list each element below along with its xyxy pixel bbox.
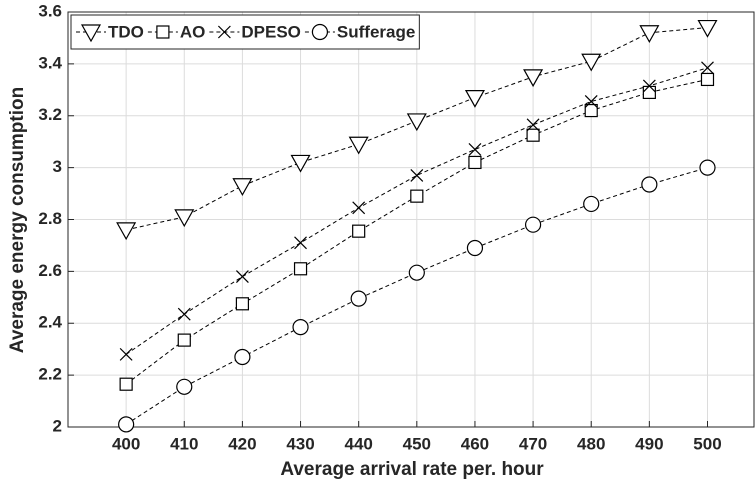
- marker: [177, 333, 191, 347]
- marker: [217, 25, 231, 39]
- series-line: [125, 167, 708, 425]
- legend-label: DPESO: [241, 22, 301, 41]
- marker: [293, 262, 308, 276]
- marker: [235, 270, 249, 283]
- marker: [311, 23, 329, 41]
- x-tick-label: 460: [461, 434, 489, 453]
- marker: [234, 348, 251, 366]
- marker: [348, 136, 369, 155]
- y-tick-label: 3.6: [38, 1, 62, 20]
- marker: [176, 378, 193, 395]
- marker: [468, 143, 482, 156]
- legend-label: AO: [180, 22, 206, 41]
- marker: [699, 159, 716, 176]
- x-tick-label: 450: [403, 434, 431, 453]
- marker: [466, 239, 484, 257]
- marker: [292, 319, 309, 336]
- marker: [408, 264, 425, 281]
- marker: [583, 195, 600, 213]
- marker: [524, 216, 542, 233]
- marker: [232, 178, 253, 197]
- y-tick-label: 2.6: [38, 261, 62, 280]
- x-tick-label: 480: [577, 434, 605, 453]
- y-tick-label: 2.2: [38, 365, 62, 384]
- x-tick-label: 430: [286, 434, 314, 453]
- legend-box: [70, 14, 420, 50]
- y-axis-label: Average energy consumption: [7, 87, 28, 353]
- marker: [642, 79, 656, 93]
- y-tick-label: 3.4: [38, 53, 62, 72]
- marker: [526, 128, 540, 142]
- marker: [119, 347, 133, 361]
- marker: [523, 69, 544, 88]
- y-tick-label: 3.2: [38, 105, 62, 124]
- marker: [584, 95, 598, 108]
- marker: [235, 297, 250, 311]
- marker: [156, 25, 170, 39]
- marker: [641, 176, 658, 193]
- marker: [294, 236, 307, 250]
- marker: [700, 72, 715, 87]
- plot-frame: [67, 11, 755, 428]
- x-tick-label: 400: [112, 434, 140, 453]
- marker: [80, 24, 102, 43]
- marker: [639, 25, 660, 43]
- marker: [352, 201, 366, 215]
- marker: [406, 113, 427, 132]
- marker: [174, 209, 195, 228]
- marker: [290, 154, 311, 173]
- marker: [352, 224, 366, 238]
- legend: TDO AO DPESO Sufferage: [70, 14, 420, 50]
- x-tick-label: 470: [519, 434, 547, 453]
- y-tick-label: 2.8: [38, 209, 62, 228]
- y-tick-label: 3: [53, 157, 62, 176]
- marker: [468, 155, 482, 170]
- x-tick-label: 410: [170, 434, 198, 453]
- marker: [701, 61, 714, 75]
- marker: [581, 53, 602, 72]
- marker: [697, 19, 718, 38]
- y-tick-label: 2: [53, 416, 62, 435]
- x-tick-label: 490: [635, 434, 663, 453]
- marker: [584, 103, 598, 118]
- marker: [526, 118, 540, 132]
- marker: [410, 189, 424, 203]
- marker: [116, 222, 137, 241]
- marker: [642, 85, 656, 100]
- marker: [119, 377, 133, 391]
- marker: [350, 290, 367, 307]
- x-tick-label: 420: [228, 434, 256, 453]
- marker: [118, 416, 135, 433]
- x-tick-label: 440: [344, 434, 372, 453]
- marker: [464, 89, 485, 108]
- legend-label: Sufferage: [337, 22, 415, 41]
- marker: [410, 168, 424, 182]
- x-axis-label: Average arrival rate per. hour: [280, 459, 544, 480]
- marker: [177, 307, 191, 321]
- legend-label: TDO: [108, 22, 144, 41]
- y-tick-label: 2.4: [38, 313, 62, 332]
- x-tick-label: 500: [693, 434, 721, 453]
